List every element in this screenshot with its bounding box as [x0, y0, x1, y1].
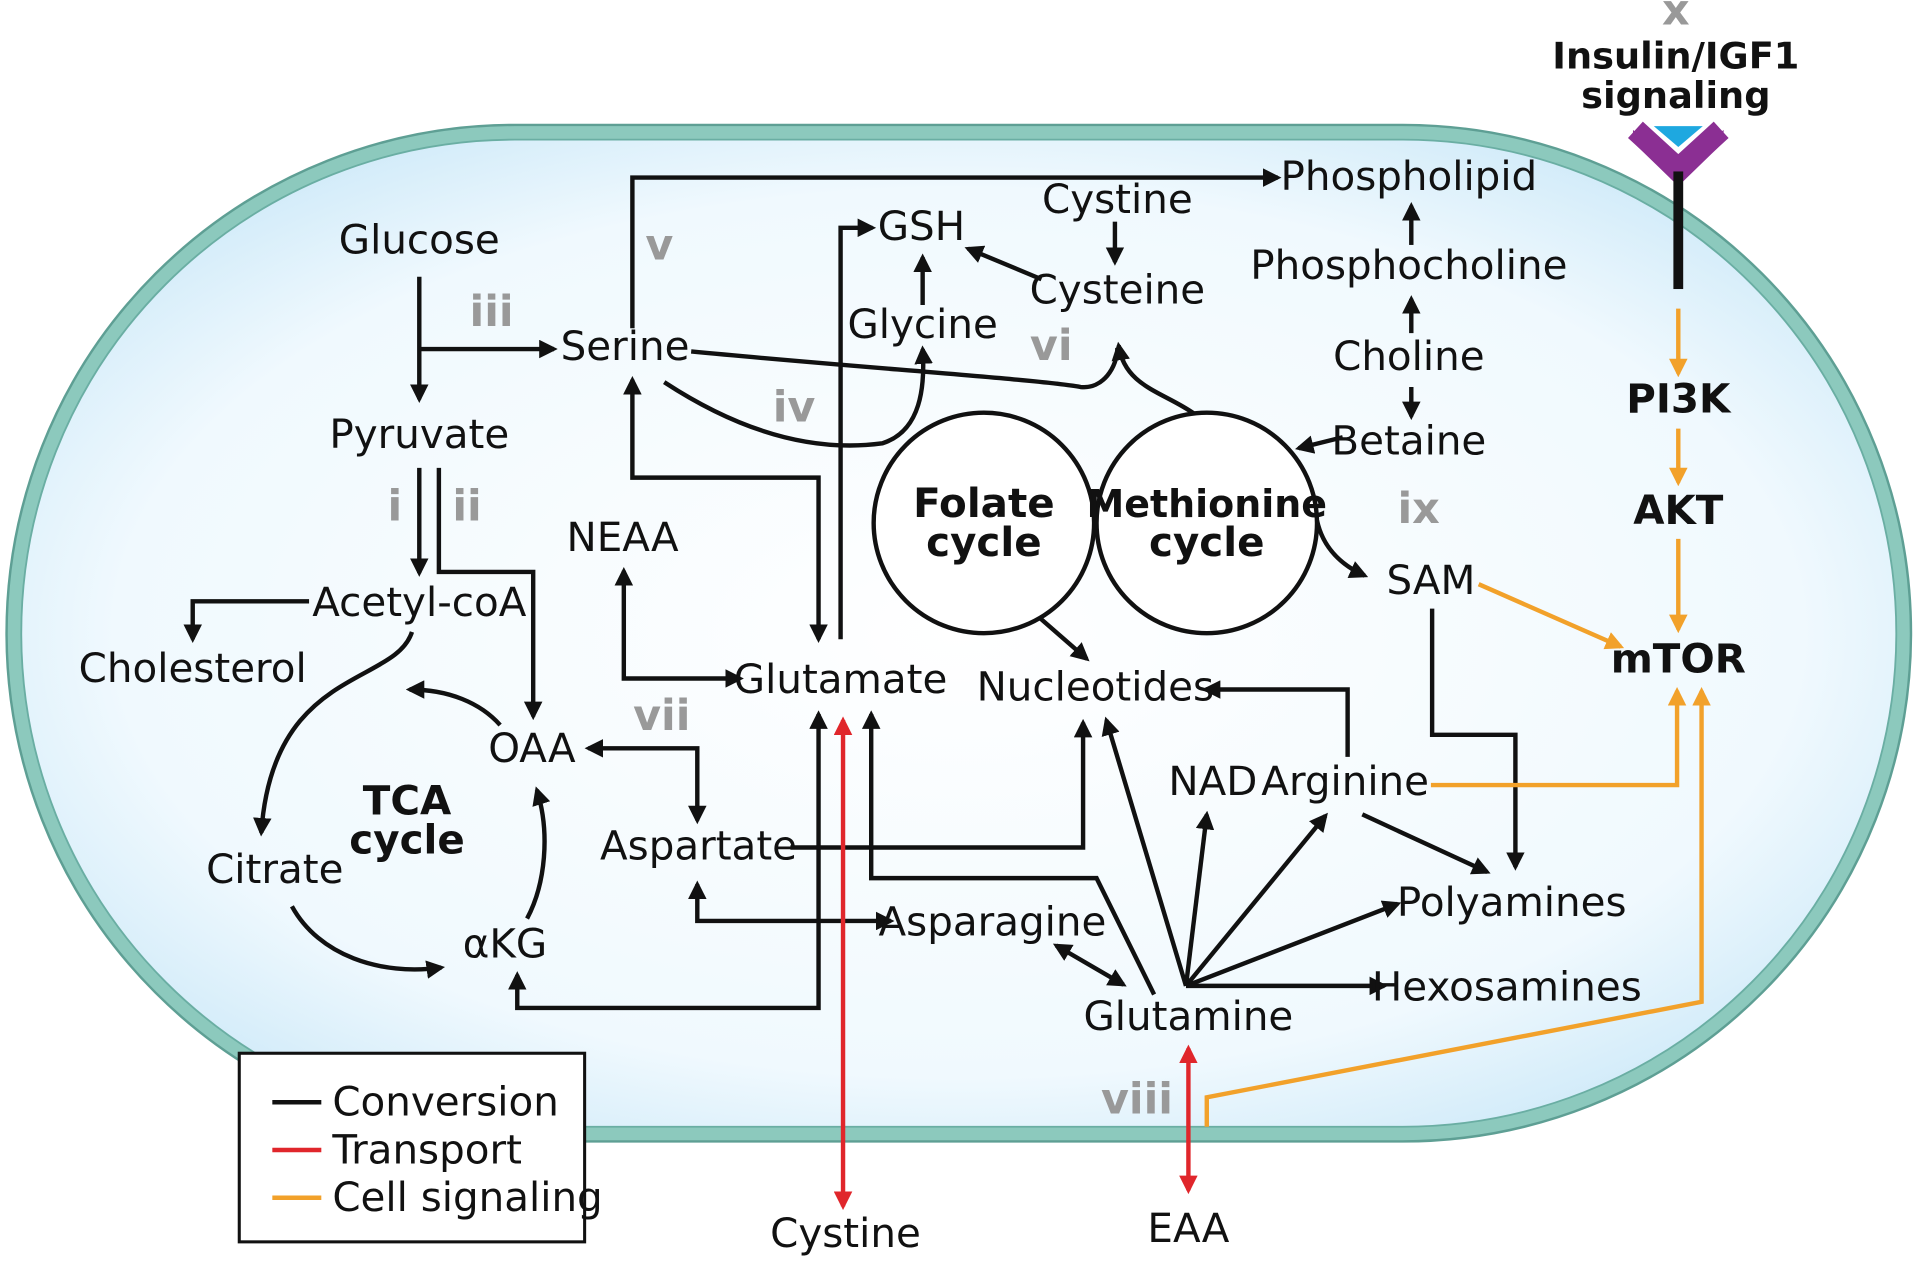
- folate-cycle-circle: [871, 410, 1097, 636]
- label-folate-2: cycle: [926, 518, 1042, 566]
- label-glutamate: Glutamate: [734, 655, 948, 703]
- conversion-arrows: [183, 168, 1525, 1011]
- roman-iii: iii: [470, 287, 514, 337]
- label-eaa: EAA: [1147, 1204, 1229, 1252]
- label-nucleotides: Nucleotides: [977, 663, 1215, 711]
- label-akg: αKG: [463, 920, 547, 968]
- label-hexosamines: Hexosamines: [1372, 963, 1642, 1011]
- label-insulin-1: Insulin/IGF1: [1552, 35, 1799, 78]
- roman-x: x: [1662, 0, 1690, 35]
- label-aspartate: Aspartate: [600, 822, 797, 870]
- label-tca-1: TCA: [363, 776, 452, 824]
- insulin-ligand-icon: [1653, 126, 1703, 147]
- roman-ix: ix: [1397, 484, 1439, 534]
- label-cystine-top: Cystine: [1042, 175, 1193, 223]
- label-glycine: Glycine: [847, 300, 997, 348]
- label-glucose: Glucose: [339, 216, 500, 264]
- label-tca-2: cycle: [349, 816, 465, 864]
- methionine-cycle-circle: [1094, 410, 1320, 636]
- insulin-receptor-icon: [1627, 121, 1729, 290]
- label-cystine-bottom: Cystine: [770, 1209, 921, 1257]
- label-akt: AKT: [1633, 486, 1724, 534]
- label-methionine-2: cycle: [1149, 518, 1265, 566]
- label-neaa: NEAA: [567, 513, 680, 561]
- label-acetyl-coa: Acetyl-coA: [312, 578, 527, 626]
- label-phospholipid: Phospholipid: [1281, 152, 1538, 200]
- node-labels: Glucose Pyruvate Acetyl-coA Cholesterol …: [79, 35, 1800, 1257]
- cell-cytoplasm: [20, 138, 1898, 1128]
- label-methionine-1: Methionine: [1087, 482, 1328, 526]
- legend-label-transport: Transport: [331, 1125, 522, 1173]
- label-mtor: mTOR: [1611, 634, 1746, 682]
- label-asparagine: Asparagine: [879, 898, 1107, 946]
- label-citrate: Citrate: [206, 845, 343, 893]
- label-pyruvate: Pyruvate: [329, 410, 509, 458]
- legend-label-signaling: Cell signaling: [332, 1173, 602, 1221]
- label-oaa: OAA: [488, 724, 576, 772]
- legend-box: [237, 1051, 587, 1244]
- legend: Conversion Transport Cell signaling: [237, 1051, 603, 1244]
- roman-i: i: [387, 482, 402, 532]
- label-phosphocholine: Phosphocholine: [1250, 241, 1567, 289]
- label-polyamines: Polyamines: [1397, 878, 1627, 926]
- label-cysteine: Cysteine: [1030, 266, 1206, 314]
- label-cholesterol: Cholesterol: [79, 644, 307, 692]
- roman-ii: ii: [452, 482, 481, 532]
- label-serine: Serine: [561, 322, 690, 370]
- roman-iv: iv: [773, 382, 816, 432]
- label-insulin-2: signaling: [1581, 74, 1770, 117]
- signaling-arrows: [1204, 308, 1711, 1127]
- label-glutamine: Glutamine: [1084, 992, 1294, 1040]
- label-choline: Choline: [1333, 332, 1484, 380]
- roman-v: v: [645, 221, 673, 271]
- label-arginine: Arginine: [1261, 757, 1429, 805]
- roman-markers: i ii iii iv v vi vii viii ix x: [387, 0, 1689, 1124]
- legend-label-conversion: Conversion: [332, 1078, 559, 1126]
- label-sam: SAM: [1386, 556, 1475, 604]
- label-pi3k: PI3K: [1626, 375, 1732, 423]
- roman-vii: vii: [633, 691, 690, 741]
- roman-vi: vi: [1030, 321, 1073, 371]
- label-folate-1: Folate: [913, 479, 1055, 527]
- transport-arrows: [833, 716, 1198, 1211]
- label-nad: NAD: [1168, 757, 1257, 805]
- label-betaine: Betaine: [1331, 416, 1486, 464]
- roman-viii: viii: [1101, 1074, 1173, 1124]
- label-gsh: GSH: [878, 202, 965, 250]
